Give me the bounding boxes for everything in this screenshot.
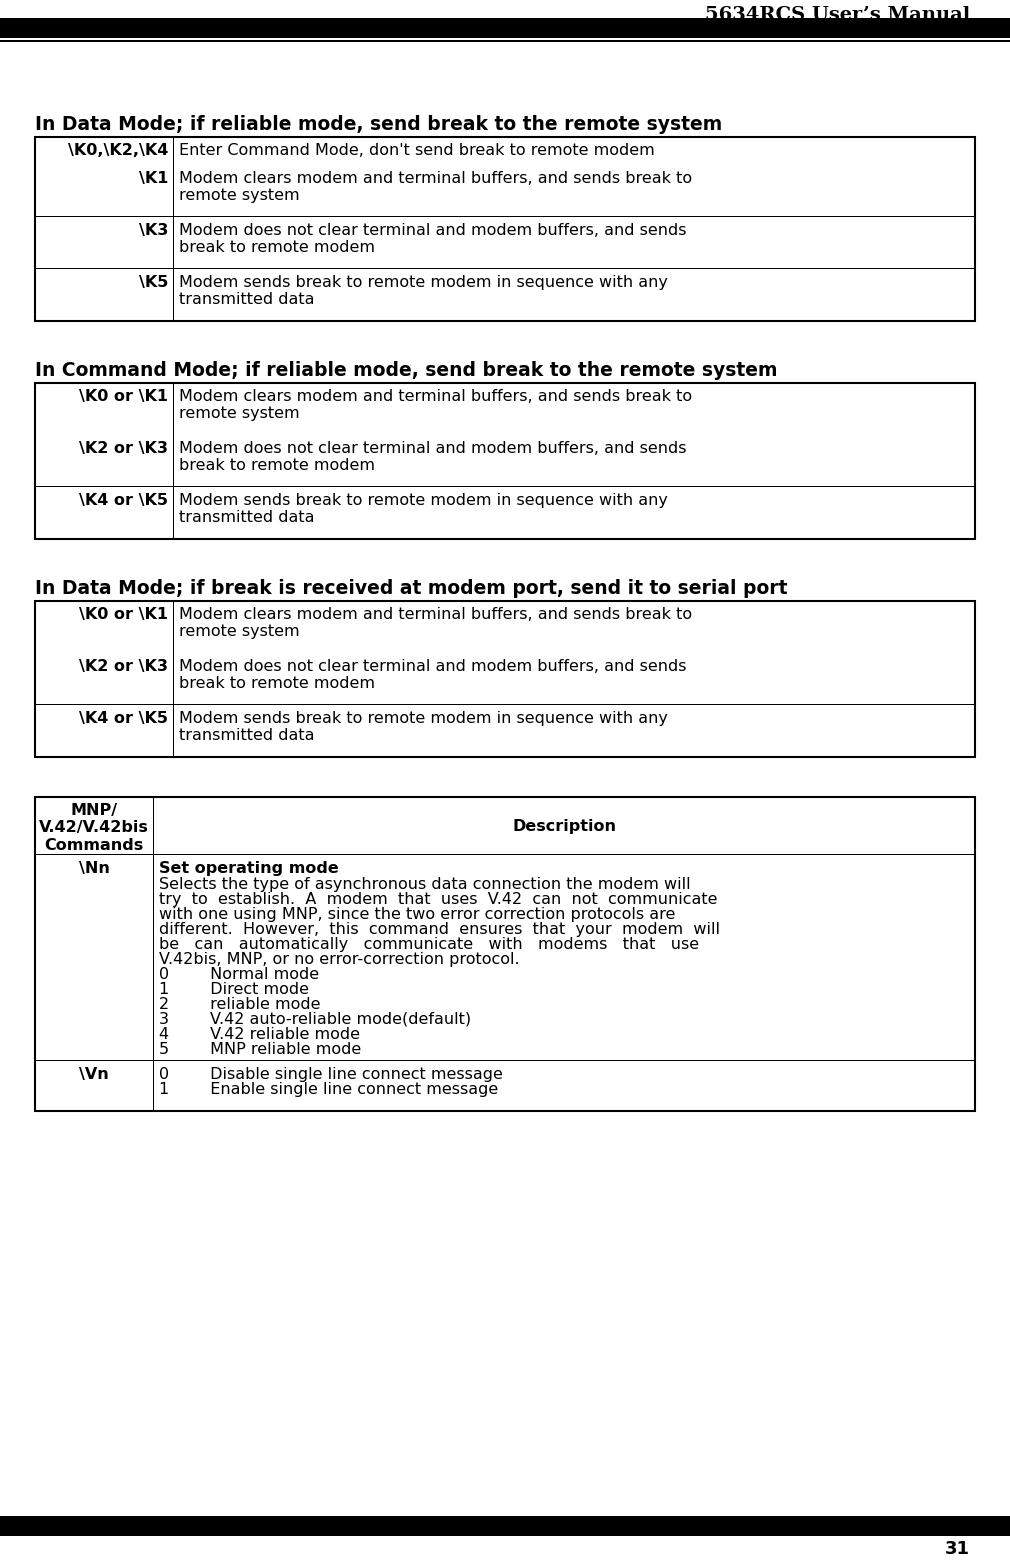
Text: 3        V.42 auto-reliable mode(default): 3 V.42 auto-reliable mode(default): [159, 1012, 471, 1028]
Text: 5        MNP reliable mode: 5 MNP reliable mode: [159, 1042, 362, 1057]
Text: Modem clears modem and terminal buffers, and sends break to
remote system: Modem clears modem and terminal buffers,…: [179, 170, 692, 203]
Text: In Data Mode; if break is received at modem port, send it to serial port: In Data Mode; if break is received at mo…: [35, 579, 788, 597]
Text: \K3: \K3: [138, 224, 168, 238]
Bar: [0, 1519, 1010, 1536]
Text: 4        V.42 reliable mode: 4 V.42 reliable mode: [159, 1028, 360, 1042]
Bar: [35, 798, 975, 1110]
Text: 0        Normal mode: 0 Normal mode: [159, 967, 319, 982]
Text: Modem sends break to remote modem in sequence with any
transmitted data: Modem sends break to remote modem in seq…: [179, 493, 668, 526]
Text: Modem does not clear terminal and modem buffers, and sends
break to remote modem: Modem does not clear terminal and modem …: [179, 224, 687, 255]
Bar: [173, 601, 174, 757]
Text: 0        Disable single line connect message: 0 Disable single line connect message: [159, 1067, 503, 1082]
Text: Modem does not clear terminal and modem buffers, and sends
break to remote modem: Modem does not clear terminal and modem …: [179, 441, 687, 474]
Text: \Vn: \Vn: [79, 1067, 109, 1082]
Bar: [0, 19, 1010, 38]
Bar: [173, 383, 174, 540]
Bar: [173, 138, 174, 321]
Text: Selects the type of asynchronous data connection the modem will: Selects the type of asynchronous data co…: [159, 877, 691, 891]
Bar: [35, 383, 975, 540]
Text: Modem sends break to remote modem in sequence with any
transmitted data: Modem sends break to remote modem in seq…: [179, 712, 668, 743]
Bar: [0, 41, 1010, 42]
Text: \K5: \K5: [138, 275, 168, 289]
Text: \K0,\K2,\K4: \K0,\K2,\K4: [68, 142, 168, 158]
Bar: [35, 601, 975, 757]
Text: Description: Description: [512, 818, 616, 834]
Text: 31: 31: [945, 1541, 970, 1558]
Text: MNP/
V.42/V.42bis
Commands: MNP/ V.42/V.42bis Commands: [39, 802, 148, 852]
Text: Modem clears modem and terminal buffers, and sends break to
remote system: Modem clears modem and terminal buffers,…: [179, 389, 692, 421]
Text: Modem clears modem and terminal buffers, and sends break to
remote system: Modem clears modem and terminal buffers,…: [179, 607, 692, 640]
Text: try  to  establish.  A  modem  that  uses  V.42  can  not  communicate: try to establish. A modem that uses V.42…: [159, 891, 717, 907]
Text: 2        reliable mode: 2 reliable mode: [159, 996, 320, 1012]
Bar: [0, 1516, 1010, 1519]
Text: 1        Enable single line connect message: 1 Enable single line connect message: [159, 1082, 498, 1096]
Text: In Data Mode; if reliable mode, send break to the remote system: In Data Mode; if reliable mode, send bre…: [35, 116, 722, 135]
Text: \K0 or \K1: \K0 or \K1: [79, 607, 168, 622]
Text: V.42bis, MNP, or no error-correction protocol.: V.42bis, MNP, or no error-correction pro…: [159, 952, 519, 967]
Text: \K2 or \K3: \K2 or \K3: [79, 441, 168, 457]
Text: 1        Direct mode: 1 Direct mode: [159, 982, 309, 996]
Text: \Nn: \Nn: [79, 862, 109, 876]
Text: \K0 or \K1: \K0 or \K1: [79, 389, 168, 404]
Text: In Command Mode; if reliable mode, send break to the remote system: In Command Mode; if reliable mode, send …: [35, 361, 778, 380]
Text: \K4 or \K5: \K4 or \K5: [79, 493, 168, 508]
Bar: [153, 798, 154, 1110]
Text: Set operating mode: Set operating mode: [159, 862, 338, 876]
Text: different.  However,  this  command  ensures  that  your  modem  will: different. However, this command ensures…: [159, 923, 720, 937]
Text: with one using MNP, since the two error correction protocols are: with one using MNP, since the two error …: [159, 907, 676, 923]
Text: Enter Command Mode, don't send break to remote modem: Enter Command Mode, don't send break to …: [179, 142, 654, 158]
Text: 5634RCS User’s Manual: 5634RCS User’s Manual: [705, 6, 970, 23]
Text: \K1: \K1: [138, 170, 168, 186]
Text: \K2 or \K3: \K2 or \K3: [79, 658, 168, 674]
Text: Modem does not clear terminal and modem buffers, and sends
break to remote modem: Modem does not clear terminal and modem …: [179, 658, 687, 691]
Text: Modem sends break to remote modem in sequence with any
transmitted data: Modem sends break to remote modem in seq…: [179, 275, 668, 308]
Bar: [35, 138, 975, 321]
Text: be   can   automatically   communicate   with   modems   that   use: be can automatically communicate with mo…: [159, 937, 699, 952]
Text: \K4 or \K5: \K4 or \K5: [79, 712, 168, 726]
